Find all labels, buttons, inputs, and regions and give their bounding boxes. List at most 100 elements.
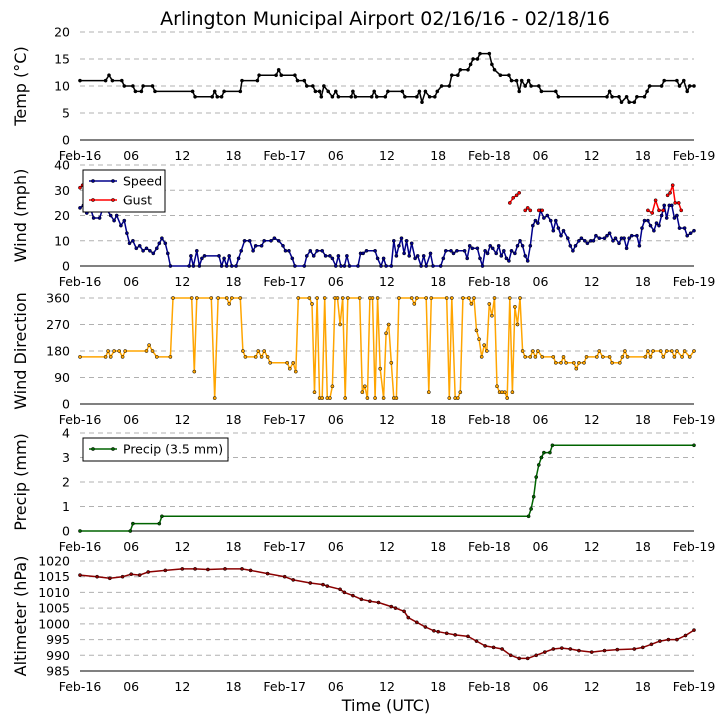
data-point [193, 94, 197, 99]
data-point [117, 349, 122, 353]
x-tick-label: 12 [379, 539, 395, 554]
data-point [443, 248, 448, 253]
data-point [681, 78, 686, 83]
data-point [423, 625, 428, 629]
x-tick-label: Feb-17 [263, 679, 306, 694]
data-point [330, 384, 335, 389]
data-point [542, 450, 546, 455]
data-point [491, 645, 496, 650]
x-tick-label: Feb-17 [263, 539, 306, 554]
data-point [591, 238, 596, 243]
data-point [386, 89, 390, 94]
data-point [540, 208, 545, 213]
data-point [374, 94, 379, 99]
data-point [627, 100, 632, 105]
data-point [613, 236, 618, 241]
data-point [238, 89, 243, 94]
data-point [351, 593, 355, 598]
x-tick-label: 06 [328, 679, 344, 694]
data-point [279, 73, 284, 78]
legend-marker [91, 447, 95, 451]
data-point [627, 236, 632, 241]
data-point [168, 264, 173, 268]
data-point [282, 574, 287, 579]
data-point [333, 264, 338, 268]
data-point [685, 233, 690, 238]
data-point [134, 246, 139, 251]
data-point [465, 256, 470, 261]
x-tick-label: 12 [584, 148, 600, 163]
data-point [528, 355, 533, 359]
data-point [330, 94, 335, 99]
data-point [490, 246, 495, 251]
data-point [265, 355, 270, 359]
data-point [308, 581, 313, 585]
data-point [536, 208, 541, 213]
data-point [131, 521, 135, 526]
data-point [384, 331, 388, 336]
data-point [571, 248, 575, 253]
data-point [500, 647, 504, 651]
x-tick-label: Feb-18 [468, 539, 511, 554]
series-line-temp [80, 52, 694, 103]
data-point [648, 355, 653, 359]
data-point [646, 218, 650, 223]
x-tick-label: Feb-16 [59, 679, 102, 694]
data-point [107, 576, 112, 581]
data-point [128, 529, 133, 533]
data-point [498, 73, 503, 78]
data-point [624, 94, 629, 99]
data-point [325, 584, 330, 588]
data-point [227, 254, 232, 258]
data-point [494, 251, 499, 256]
data-point [577, 360, 581, 365]
data-point [470, 246, 475, 251]
data-point [451, 251, 456, 256]
x-tick-label: 12 [174, 679, 190, 694]
data-point [447, 84, 452, 88]
data-point [360, 390, 365, 395]
data-point [629, 233, 634, 238]
data-point [499, 254, 504, 258]
data-point [421, 254, 426, 258]
x-tick-label: 18 [635, 679, 651, 694]
data-point [315, 248, 319, 253]
x-tick-label: 06 [328, 148, 344, 163]
data-point [189, 296, 194, 300]
y-tick-label: 360 [46, 291, 70, 306]
data-point [594, 233, 598, 238]
data-point [529, 507, 533, 511]
data-point [646, 208, 650, 213]
x-tick-label: 06 [123, 274, 139, 289]
data-point [507, 73, 511, 78]
data-point [379, 264, 383, 268]
data-point [675, 78, 679, 83]
data-point [97, 216, 102, 220]
data-point [343, 396, 348, 400]
data-point [234, 264, 238, 268]
x-tick-label: Feb-19 [673, 148, 716, 163]
data-point [120, 355, 125, 359]
x-tick-label: Feb-16 [59, 412, 102, 427]
data-point [531, 494, 536, 499]
data-point [607, 355, 612, 359]
y-tick-label: 1015 [38, 569, 70, 584]
data-point [692, 228, 696, 233]
data-point [520, 349, 525, 353]
data-point [123, 349, 128, 353]
data-point [622, 236, 626, 241]
data-point [507, 296, 512, 300]
data-point [322, 296, 327, 300]
data-point [202, 254, 207, 258]
data-point [103, 355, 108, 359]
data-point [525, 206, 530, 210]
data-point [466, 67, 470, 72]
data-point [669, 349, 674, 353]
data-point [193, 567, 197, 571]
data-point [238, 296, 243, 300]
data-point [272, 236, 277, 241]
y-tick-label: 2 [62, 475, 70, 490]
data-point [682, 226, 687, 230]
data-point [528, 208, 533, 213]
data-point [648, 223, 653, 228]
